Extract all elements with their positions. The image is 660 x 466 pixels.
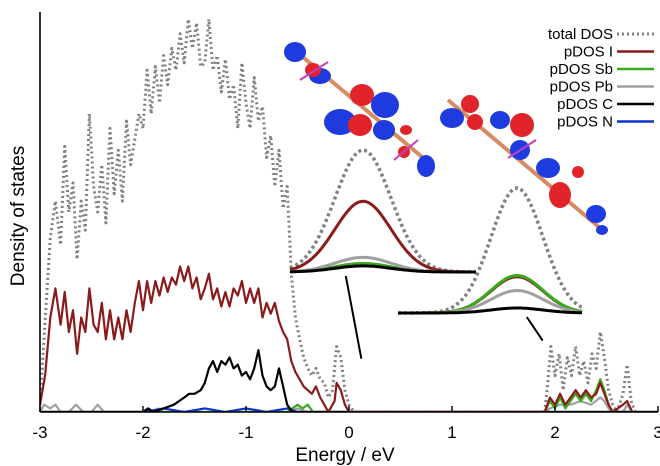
inset-series-pdos-i: [398, 275, 583, 315]
series-line-pdos-sb: [40, 378, 633, 412]
legend-label: pDOS I: [564, 44, 613, 61]
x-tick-label: -2: [135, 423, 150, 442]
inset-pointer: [344, 275, 363, 359]
orbital-isosurface-right: [440, 95, 608, 235]
x-tick-label: 2: [550, 423, 559, 442]
x-ticks: -3 -2 -1 0 1 2 3: [32, 406, 660, 442]
orbital-isosurface-left: [284, 42, 435, 177]
legend-label: pDOS Sb: [550, 61, 613, 78]
legend-label: pDOS Pb: [550, 79, 613, 96]
inset-series-pdos-c: [398, 306, 583, 315]
series-line-pdos-c: [40, 349, 658, 412]
x-tick-label: 1: [447, 423, 456, 442]
insets: [289, 148, 583, 359]
x-tick-label: 0: [344, 423, 353, 442]
inset-series-pdos-c: [289, 264, 476, 274]
series-line-total-dos: [40, 17, 637, 412]
legend-label: pDOS C: [557, 96, 613, 113]
inset-pointer: [525, 316, 544, 342]
inset-series-pdos-sb: [398, 273, 583, 315]
series-line-pdos-i: [40, 265, 634, 412]
x-axis-title: Energy / eV: [295, 445, 395, 466]
y-axis-title: Density of states: [8, 146, 29, 286]
x-tick-label: -1: [238, 423, 253, 442]
legend-label: pDOS N: [557, 114, 613, 131]
legend-label: total DOS: [548, 26, 613, 43]
inset-series-total-dos: [398, 186, 583, 315]
x-tick-label: -3: [32, 423, 47, 442]
series-layer: [40, 17, 658, 412]
x-tick-label: 3: [653, 423, 660, 442]
